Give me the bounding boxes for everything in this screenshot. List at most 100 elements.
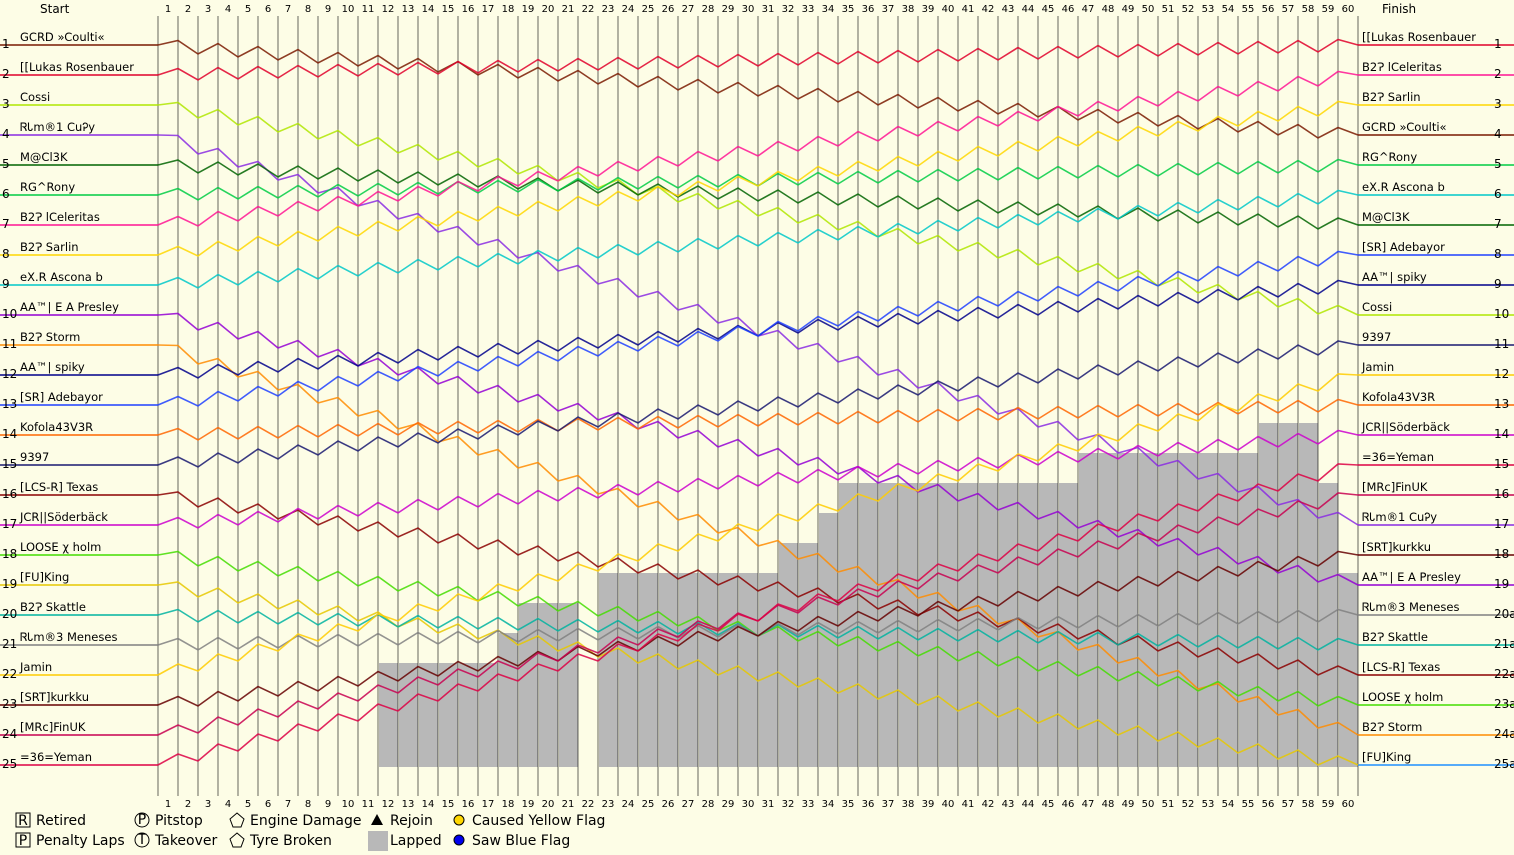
- lap-number-bottom: 33: [802, 799, 815, 810]
- lapped-bar: [479, 663, 498, 767]
- finish-position-number: 20a: [1494, 607, 1514, 621]
- finish-driver-name: LOOSE χ holm: [1362, 690, 1443, 704]
- lap-number-bottom: 16: [462, 799, 475, 810]
- driver-race-line: [157, 581, 1359, 766]
- lap-number-top: 49: [1122, 4, 1135, 15]
- lap-number-top: 21: [562, 4, 575, 15]
- lap-number-top: 41: [962, 4, 975, 15]
- lap-number-bottom: 47: [1082, 799, 1095, 810]
- finish-driver-name: =36=Yeman: [1362, 450, 1434, 464]
- finish-driver-name: AA™| E A Presley: [1362, 570, 1461, 584]
- start-driver-name: B2Ɂ lCeleritas: [20, 210, 100, 224]
- start-position-number: 9: [2, 277, 10, 291]
- lap-number-top: 6: [265, 4, 271, 15]
- start-position-number: 21: [2, 637, 17, 651]
- start-position-number: 14: [2, 427, 17, 441]
- lapped-bar: [739, 573, 758, 767]
- driver-race-line: [157, 340, 1359, 468]
- lapped-bar: [1039, 483, 1058, 767]
- finish-driver-name: AA™| spiky: [1362, 270, 1427, 284]
- lap-number-bottom: 37: [882, 799, 895, 810]
- start-driver-name: [[Lukas Rosenbauer: [20, 60, 134, 74]
- driver-race-line: [157, 159, 1359, 230]
- lap-number-bottom: 41: [962, 799, 975, 810]
- lapped-bar: [619, 573, 638, 767]
- start-position-number: 19: [2, 577, 17, 591]
- lapped-bar: [999, 483, 1018, 767]
- legend-label: Penalty Laps: [36, 833, 125, 849]
- lapped-bar: [379, 663, 398, 767]
- start-driver-name: AA™| E A Presley: [20, 300, 119, 314]
- start-label: Start: [40, 2, 70, 16]
- lap-number-top: 37: [882, 4, 895, 15]
- start-driver-name: GCRD »Coulti«: [20, 30, 105, 44]
- finish-driver-name: [[Lukas Rosenbauer: [1362, 30, 1476, 44]
- start-position-number: 4: [2, 127, 10, 141]
- lap-number-bottom: 2: [185, 799, 191, 810]
- lap-number-top: 33: [802, 4, 815, 15]
- finish-position-number: 19: [1494, 577, 1509, 591]
- start-position-number: 18: [2, 547, 17, 561]
- lapped-bar: [1179, 453, 1198, 767]
- lap-number-top: 22: [582, 4, 595, 15]
- lap-number-bottom: 45: [1042, 799, 1055, 810]
- finish-position-number: 16: [1494, 487, 1509, 501]
- lap-number-bottom: 48: [1102, 799, 1115, 810]
- lap-number-top: 59: [1322, 4, 1335, 15]
- lapped-bar: [879, 483, 898, 767]
- lap-number-bottom: 52: [1182, 799, 1195, 810]
- lap-number-bottom: 17: [482, 799, 495, 810]
- finish-position-number: 1: [1494, 37, 1502, 51]
- finish-position-number: 24a: [1494, 727, 1514, 741]
- lapped-bar: [539, 603, 558, 767]
- finish-driver-name: [FU]King: [1362, 750, 1411, 764]
- lap-number-bottom: 30: [742, 799, 755, 810]
- lapped-bar: [639, 573, 658, 767]
- driver-race-line: [157, 189, 1359, 289]
- finish-position-number: 2: [1494, 67, 1502, 81]
- lap-number-top: 42: [982, 4, 995, 15]
- lap-number-top: 5: [245, 4, 251, 15]
- finish-position-number: 6: [1494, 187, 1502, 201]
- lapped-bar: [599, 573, 618, 767]
- legend-label: Retired: [36, 813, 86, 829]
- finish-position-number: 23a: [1494, 697, 1514, 711]
- legend-icon-circle: [134, 812, 150, 828]
- lap-number-top: 14: [422, 4, 435, 15]
- finish-position-number: 3: [1494, 97, 1502, 111]
- lap-number-bottom: 55: [1242, 799, 1255, 810]
- lap-number-bottom: 19: [522, 799, 535, 810]
- lap-number-top: 52: [1182, 4, 1195, 15]
- finish-position-number: 12: [1494, 367, 1509, 381]
- lap-number-bottom: 9: [325, 799, 331, 810]
- lap-number-bottom: 22: [582, 799, 595, 810]
- lap-number-top: 20: [542, 4, 555, 15]
- lap-number-top: 17: [482, 4, 495, 15]
- lap-number-bottom: 18: [502, 799, 515, 810]
- lap-number-bottom: 11: [362, 799, 375, 810]
- lapped-bar: [1159, 453, 1178, 767]
- finish-driver-name: B2Ɂ Storm: [1362, 720, 1422, 734]
- lap-number-top: 12: [382, 4, 395, 15]
- driver-race-line: [157, 100, 1359, 257]
- lapped-bar: [1279, 423, 1298, 767]
- lap-number-top: 34: [822, 4, 835, 15]
- legend-label: Lapped: [390, 833, 442, 849]
- lap-number-bottom: 5: [245, 799, 251, 810]
- lapped-bar: [659, 573, 678, 767]
- finish-driver-name: ᏒᏓm®1 CuᎮy: [1362, 510, 1437, 524]
- lap-number-top: 23: [602, 4, 615, 15]
- legend-label: Takeover: [154, 833, 217, 849]
- lap-number-bottom: 15: [442, 799, 455, 810]
- lap-number-top: 28: [702, 4, 715, 15]
- lap-number-top: 4: [225, 4, 231, 15]
- start-position-number: 25: [2, 757, 17, 771]
- start-position-number: 13: [2, 397, 17, 411]
- start-position-number: 10: [2, 307, 17, 321]
- lap-number-bottom: 8: [305, 799, 311, 810]
- driver-race-line: [157, 463, 1359, 766]
- start-position-number: 3: [2, 97, 10, 111]
- lap-number-top: 18: [502, 4, 515, 15]
- lap-number-bottom: 57: [1282, 799, 1295, 810]
- driver-race-line: [157, 398, 1359, 441]
